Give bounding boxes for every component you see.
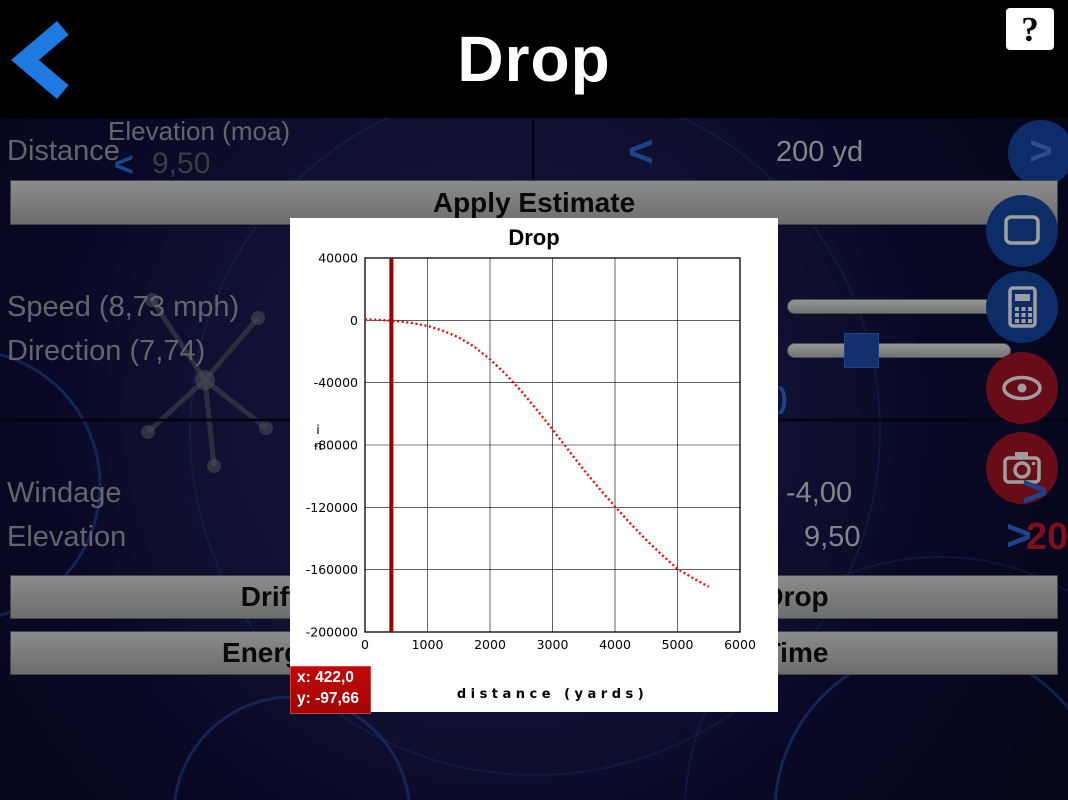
- elevation-moa-label: Elevation (moa): [108, 116, 291, 146]
- windage-label: Windage: [7, 477, 122, 509]
- direction-slider[interactable]: [787, 333, 1011, 368]
- svg-text:-40000: -40000: [314, 375, 358, 390]
- wind-molecule-icon: [141, 293, 273, 473]
- display-button[interactable]: [986, 195, 1058, 267]
- chevron-left-icon: [11, 21, 69, 99]
- distance-label: Distance: [7, 135, 120, 167]
- svg-text:6000: 6000: [724, 637, 756, 652]
- svg-text:40000: 40000: [318, 251, 358, 266]
- distance-next-button[interactable]: >: [1008, 120, 1068, 186]
- apply-estimate-button[interactable]: Apply Estimate: [10, 180, 1058, 225]
- svg-text:-120000: -120000: [306, 500, 358, 515]
- page-title: Drop: [457, 23, 611, 95]
- occluded-control-fragment: ): [778, 382, 788, 415]
- elevation-moa-prev-arrow[interactable]: <: [114, 146, 134, 184]
- elevation-value: 9,50: [804, 521, 861, 553]
- camera-icon: [1003, 452, 1041, 484]
- svg-text:5000: 5000: [662, 637, 694, 652]
- svg-text:0: 0: [361, 637, 369, 652]
- svg-text:-80000: -80000: [314, 438, 358, 453]
- svg-text:4000: 4000: [599, 637, 631, 652]
- question-mark-icon: ?: [1021, 9, 1039, 49]
- reticle-ring-edge-icon: [0, 353, 102, 617]
- speed-label: Speed (8,73 mph): [7, 291, 240, 323]
- calculator-button[interactable]: [986, 271, 1058, 343]
- cursor-tooltip: x: 422,0 y: -97,66: [290, 666, 372, 714]
- svg-text:-200000: -200000: [306, 625, 358, 640]
- svg-text:distance (yards): distance (yards): [457, 687, 648, 702]
- cursor-x-readout: x: 422,0: [297, 669, 354, 686]
- elevation-label: Elevation: [7, 521, 127, 553]
- svg-text:0: 0: [350, 313, 358, 328]
- svg-text:2000: 2000: [474, 637, 506, 652]
- reticle-ring-outer-icon: [684, 556, 1068, 800]
- drop-chart-dialog: Drop 0 1000 2000 3000 4000 5000 6000 40000 0 -400…: [290, 218, 778, 714]
- svg-text:3000: 3000: [537, 637, 569, 652]
- back-button[interactable]: [8, 20, 76, 100]
- distance-value: 200 yd: [776, 136, 864, 168]
- drift-label: Drift: [240, 581, 299, 612]
- drop-chart[interactable]: 0 1000 2000 3000 4000 5000 6000 40000 0 -40000 -80…: [290, 218, 778, 712]
- svg-text:-160000: -160000: [306, 562, 358, 577]
- elevation-moa-value: 9,50: [152, 147, 211, 180]
- cursor-y-readout: y: -97,66: [297, 689, 360, 707]
- windage-value: -4,00: [786, 477, 853, 509]
- top-bar: Drop ?: [0, 0, 1068, 118]
- svg-text:n: n: [314, 438, 322, 453]
- svg-text:i: i: [316, 422, 319, 437]
- zoom-badge: 20: [1026, 516, 1068, 558]
- distance-prev-arrow[interactable]: <: [628, 127, 654, 176]
- help-button[interactable]: ?: [1006, 8, 1054, 50]
- eye-icon: [1002, 375, 1042, 401]
- calculator-icon: [1008, 286, 1037, 328]
- eye-button[interactable]: [986, 352, 1058, 424]
- direction-slider-handle[interactable]: [844, 333, 879, 368]
- display-icon: [1004, 215, 1040, 245]
- apply-estimate-label: Apply Estimate: [432, 186, 636, 218]
- camera-button[interactable]: [986, 432, 1058, 504]
- svg-text:1000: 1000: [412, 637, 444, 652]
- windage-next-arrow[interactable]: >: [1022, 467, 1048, 516]
- chevron-right-icon: >: [1029, 129, 1053, 173]
- direction-label: Direction (7,74): [7, 335, 206, 367]
- chart-title: Drop: [508, 225, 560, 250]
- elevation-next-arrow[interactable]: >: [1006, 511, 1032, 560]
